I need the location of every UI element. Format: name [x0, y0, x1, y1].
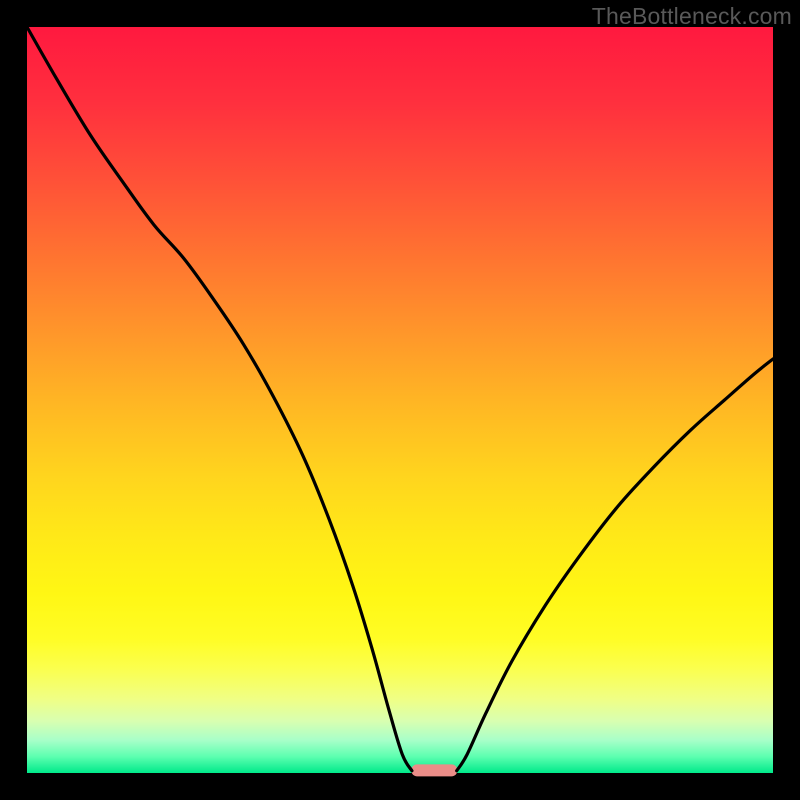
bottleneck-chart [0, 0, 800, 800]
valley-marker [411, 764, 457, 776]
gradient-background [27, 27, 773, 773]
watermark-label: TheBottleneck.com [592, 3, 792, 30]
chart-container: { "watermark": { "text": "TheBottleneck.… [0, 0, 800, 800]
